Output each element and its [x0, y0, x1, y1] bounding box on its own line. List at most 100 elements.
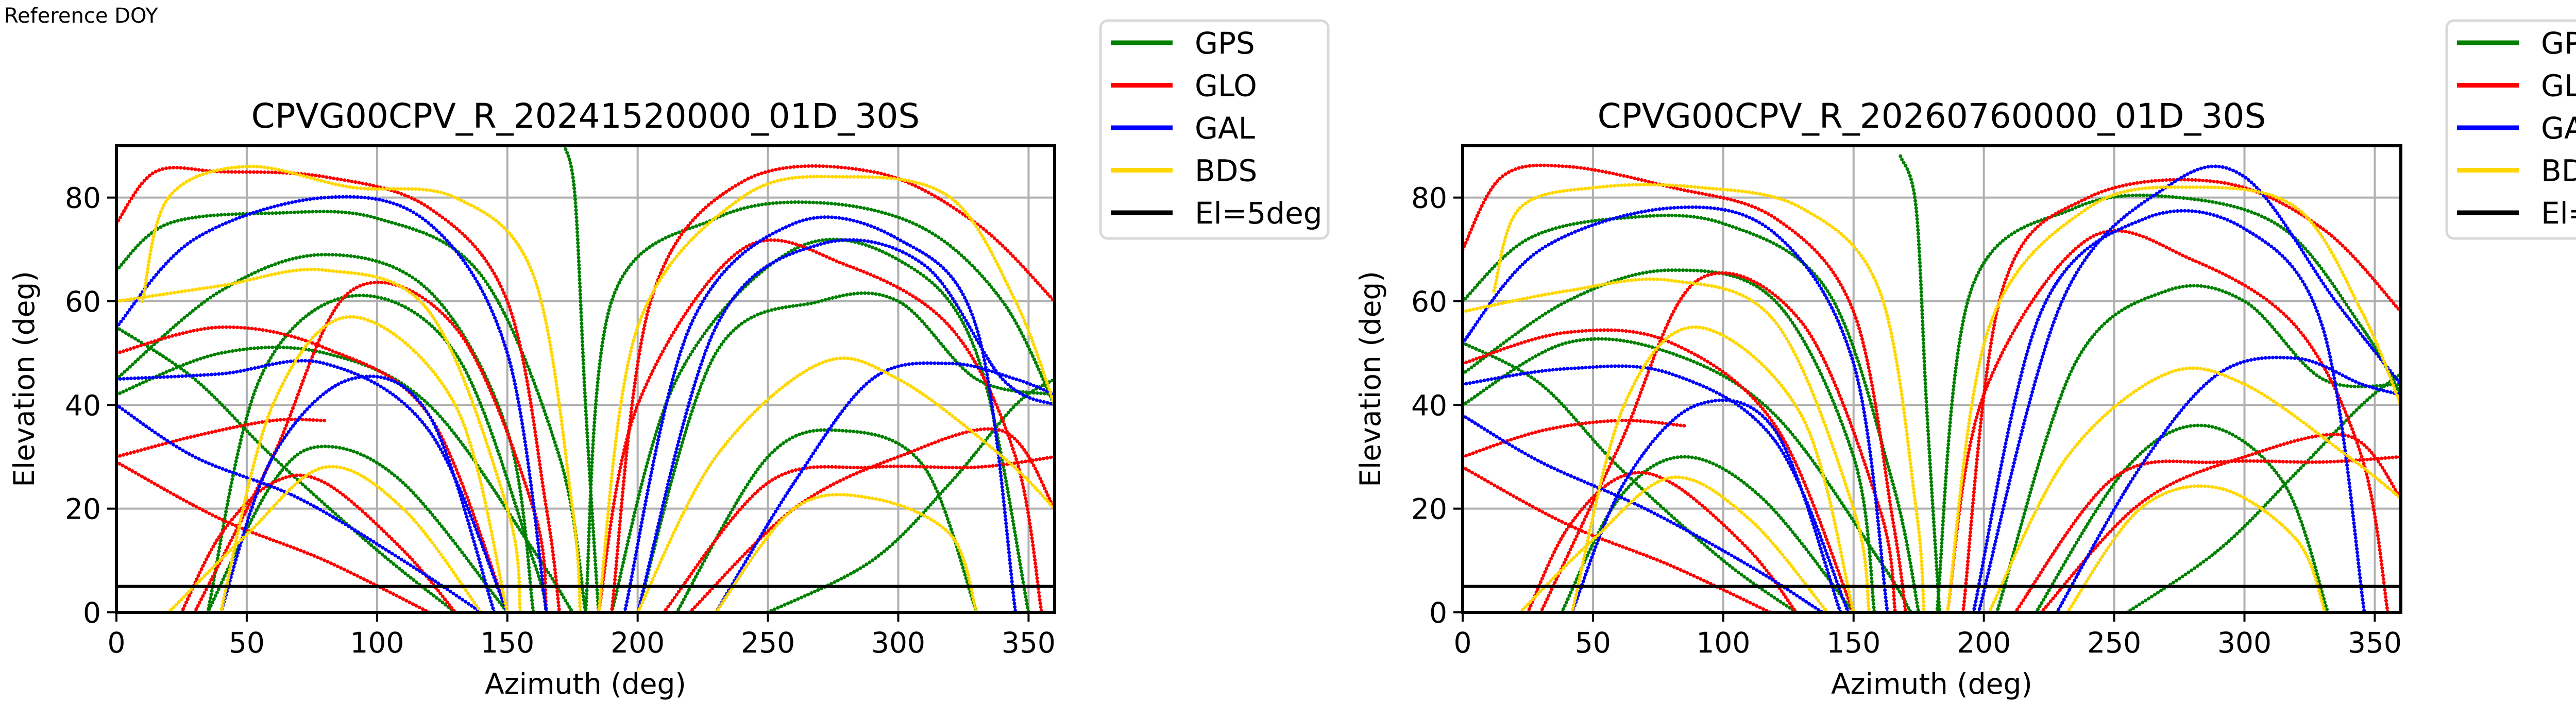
track-line-bds — [1988, 367, 2401, 612]
track-line-glo — [1463, 419, 1685, 458]
track-gal — [622, 215, 1018, 612]
legend-item-el-5deg: El=5deg — [1111, 196, 1323, 231]
y-tick-label: 0 — [1429, 596, 1447, 629]
track-gps — [2034, 423, 2330, 612]
track-line-gal — [1978, 165, 2401, 612]
track-line-gal — [1571, 399, 1841, 612]
track-line-glo — [116, 326, 509, 612]
track-line-gps — [1463, 214, 1920, 612]
legend-label: GPS — [2541, 26, 2576, 61]
track-gps — [116, 345, 574, 612]
x-tick-label: 150 — [1826, 626, 1880, 659]
track-line-gps — [116, 327, 456, 612]
track-line-bds — [1946, 186, 2401, 612]
track-line-glo — [116, 418, 325, 458]
track-glo — [1463, 418, 1686, 459]
track-line-gal — [1463, 206, 1888, 612]
track-line-gal — [1463, 415, 1823, 612]
x-tick-label: 100 — [350, 626, 404, 659]
legend-item-bds: BDS — [2457, 153, 2576, 188]
legend-item-glo: GLO — [1111, 68, 1257, 104]
track-line-bds — [637, 357, 1055, 612]
track-line-gal — [715, 362, 1055, 612]
track-line-glo — [1946, 230, 2389, 612]
legend-label: GAL — [1195, 111, 1255, 146]
x-tick-label: 350 — [2348, 626, 2402, 659]
x-tick-label: 50 — [1575, 626, 1611, 659]
legend-label: El=5deg — [1195, 196, 1323, 231]
track-line-glo — [1527, 472, 1797, 612]
track-line-bds — [168, 466, 482, 612]
legend-label: GLO — [1195, 68, 1257, 104]
track-line-bds — [1463, 278, 1870, 612]
legend-label: BDS — [2541, 153, 2576, 188]
track-line-glo — [1463, 164, 1907, 612]
track-line-glo — [1463, 329, 1855, 612]
track-line-gps — [116, 346, 573, 612]
chart-panel-1: 0 50 100 150 200 250 300 350 0 20 40 60 80 CPVG00CPV_… — [8, 19, 1330, 700]
chart-title: CPVG00CPV_R_20260760000_01D_30S — [1598, 96, 2266, 136]
y-tick-label: 80 — [65, 182, 101, 215]
track-line-glo — [1962, 179, 2401, 612]
legend-item-el-5deg: El=5deg — [2457, 196, 2576, 231]
track-line-gps — [1463, 338, 1912, 612]
y-tick-label: 60 — [1411, 285, 1447, 318]
track-gps — [584, 200, 1055, 612]
x-tick-label: 200 — [611, 626, 665, 659]
track-line-gps — [116, 253, 534, 612]
track-line-glo — [1463, 466, 1771, 612]
legend-label: BDS — [1195, 153, 1257, 188]
track-glo — [116, 325, 510, 612]
y-tick-label: 20 — [1411, 493, 1447, 526]
track-line-gal — [116, 359, 509, 612]
track-gal — [116, 358, 510, 612]
x-tick-label: 0 — [108, 626, 126, 659]
track-line-glo — [598, 239, 1043, 612]
track-line-gps — [585, 201, 1055, 612]
track-line-gps — [1900, 156, 1941, 612]
track-glo — [662, 455, 1055, 612]
track-gal — [1463, 364, 1851, 612]
track-line-glo — [689, 428, 1055, 612]
track-line-gal — [1972, 210, 2365, 612]
track-line-gps — [1463, 269, 1875, 612]
y-tick-label: 0 — [83, 596, 101, 629]
track-line-gps — [207, 295, 548, 612]
track-line-glo — [181, 474, 456, 612]
plot-area — [1463, 154, 2401, 612]
chart-title: CPVG00CPV_R_20241520000_01D_30S — [251, 96, 920, 136]
y-tick-label: 20 — [65, 493, 101, 526]
track-line-glo — [116, 461, 430, 612]
track-line-bds — [2066, 485, 2326, 612]
track-bds — [2065, 484, 2327, 612]
y-tick-label: 40 — [65, 389, 101, 422]
legend-item-glo: GLO — [2457, 68, 2576, 104]
track-line-gal — [219, 375, 495, 612]
track-line-bds — [715, 493, 977, 612]
chart-panel-2: 0 50 100 150 200 250 300 350 0 20 40 60 80 CPVG00CPV_… — [1354, 19, 2576, 700]
track-line-bds — [1493, 183, 1925, 612]
track-gps — [1935, 193, 2401, 612]
track-line-gal — [116, 404, 482, 612]
y-tick-label: 60 — [65, 285, 101, 318]
track-line-bds — [1519, 476, 1828, 612]
track-line-glo — [611, 165, 1055, 612]
track-line-glo — [2014, 456, 2401, 612]
y-axis-label: Elevation (deg) — [8, 271, 41, 487]
x-tick-label: 150 — [480, 626, 534, 659]
legend: GPS GLO GAL BDS El=5deg — [2445, 19, 2576, 240]
legend-item-gps: GPS — [2457, 26, 2576, 61]
figure-label: Reference DOY — [4, 4, 158, 28]
track-line-gps — [116, 211, 586, 612]
track-line-glo — [2040, 434, 2401, 612]
plot-area — [116, 146, 1055, 612]
legend-label: GAL — [2541, 111, 2576, 146]
axes-frame — [115, 144, 1056, 614]
track-line-glo — [116, 167, 561, 612]
track-bds — [218, 315, 510, 612]
track-line-gps — [1936, 194, 2401, 612]
track-line-gps — [1996, 285, 2401, 612]
track-gal — [1463, 205, 1890, 612]
x-tick-label: 50 — [229, 626, 265, 659]
